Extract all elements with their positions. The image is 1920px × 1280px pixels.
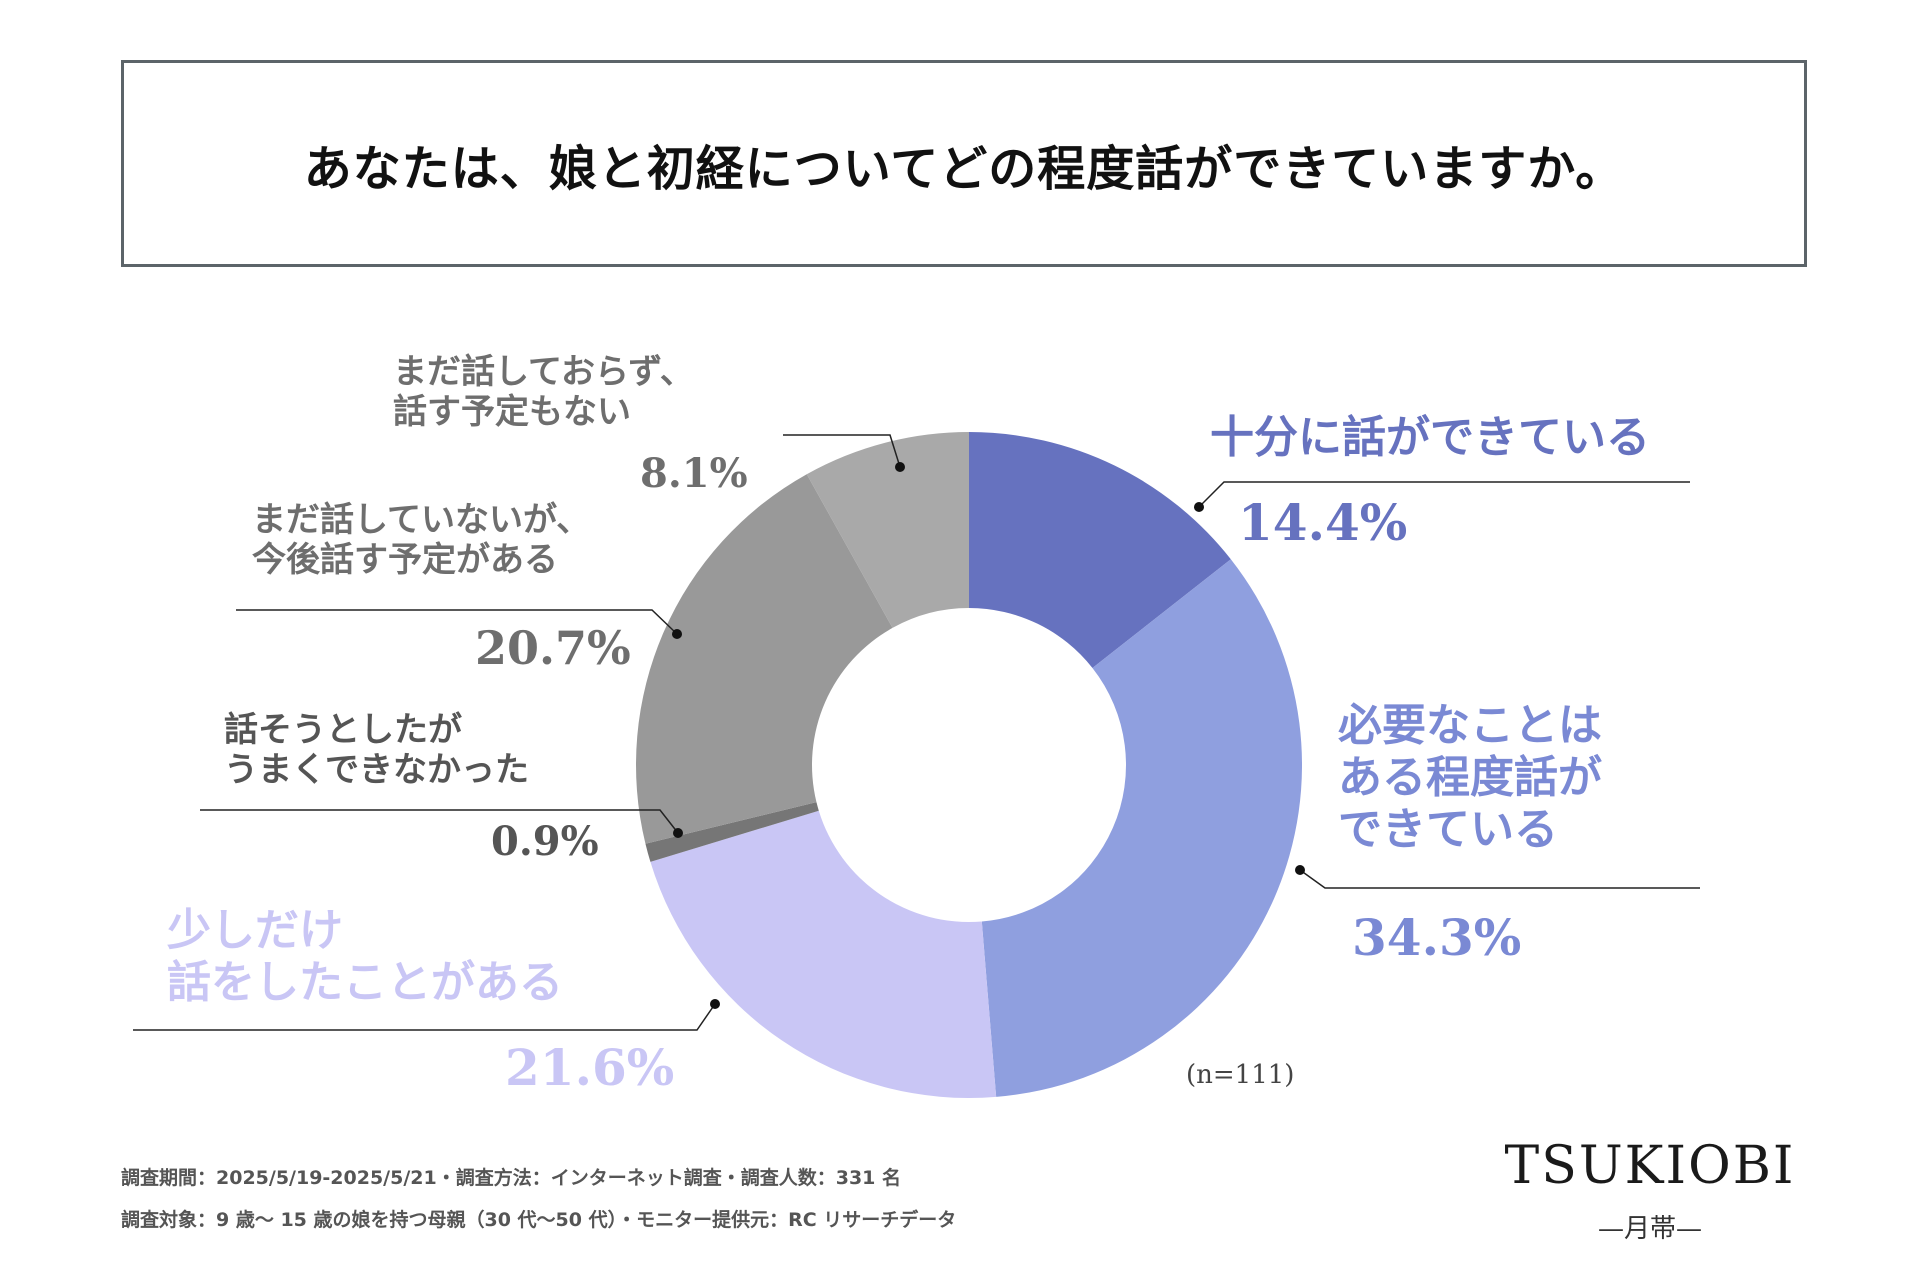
leader-line-0 xyxy=(1198,481,1690,508)
donut-slice-0 xyxy=(969,432,1231,668)
donut-slice-4 xyxy=(636,474,893,844)
slice-value-3: 0.9% xyxy=(491,818,599,865)
slice-label-line: 十分に話ができている xyxy=(1210,412,1650,463)
slice-value-0: 14.4% xyxy=(1238,493,1408,552)
slice-label-line: できている xyxy=(1338,803,1558,855)
donut-slice-2 xyxy=(650,810,997,1098)
donut-slice-3 xyxy=(645,802,819,862)
leader-dot-2 xyxy=(710,999,720,1009)
leader-line-1 xyxy=(1299,869,1700,889)
slice-label-5: まだ話しておらず、 話す予定もない xyxy=(393,352,694,432)
leader-line-2 xyxy=(133,1003,716,1031)
donut-slice-1 xyxy=(981,559,1303,1097)
sample-size-label: (n=111) xyxy=(1186,1060,1295,1090)
footer-survey-target: 調査対象：9 歳～ 15 歳の娘を持つ母親（30 代～50 代）・モニター提供元… xyxy=(121,1209,957,1231)
slice-label-3: 話そうとしたが うまくできなかった xyxy=(224,710,529,790)
slice-label-line: 今後話す予定がある xyxy=(252,540,558,581)
slice-label-line: 話そうとしたが xyxy=(224,710,462,750)
slice-label-line: まだ話していないが、 xyxy=(252,500,591,540)
footer-survey-period: 調査期間：2025/5/19-2025/5/21・調査方法：インターネット調査・… xyxy=(121,1167,902,1189)
brand-logo: TSUKIOBI xyxy=(1504,1136,1796,1196)
page-title: あなたは、娘と初経についてどの程度話ができていますか。 xyxy=(303,140,1625,197)
slice-label-line: 必要なことは xyxy=(1338,700,1602,751)
leader-line-3 xyxy=(200,809,679,834)
donut-slice-5 xyxy=(806,432,969,628)
slice-label-line: うまくできなかった xyxy=(224,750,529,791)
slice-label-1: 必要なことは ある程度話が できている xyxy=(1338,700,1602,856)
slice-label-line: 少しだけ xyxy=(167,905,343,956)
slice-label-4: まだ話していないが、 今後話す予定がある xyxy=(252,500,590,580)
slice-label-line: 話をしたことがある xyxy=(167,956,563,1008)
brand-subtitle: —月帯— xyxy=(1597,1214,1702,1244)
leader-dot-0 xyxy=(1194,502,1204,512)
leader-dot-5 xyxy=(895,462,905,472)
slice-label-line: ある程度話が xyxy=(1338,751,1602,803)
slice-value-2: 21.6% xyxy=(505,1038,675,1097)
leader-dot-3 xyxy=(673,828,683,838)
slice-label-line: 話す予定もない xyxy=(393,392,631,433)
slice-label-0: 十分に話ができている xyxy=(1210,412,1650,464)
slice-label-line: まだ話しておらず、 xyxy=(393,352,694,392)
slice-value-5: 8.1% xyxy=(640,450,748,497)
leader-dot-4 xyxy=(672,629,682,639)
leader-line-4 xyxy=(236,609,678,635)
leader-line-5 xyxy=(783,434,901,468)
title-box: あなたは、娘と初経についてどの程度話ができていますか。 xyxy=(121,60,1807,267)
leader-dot-1 xyxy=(1295,865,1305,875)
slice-label-2: 少しだけ 話をしたことがある xyxy=(167,905,563,1009)
slice-value-1: 34.3% xyxy=(1352,908,1522,967)
slice-value-4: 20.7% xyxy=(475,621,631,675)
